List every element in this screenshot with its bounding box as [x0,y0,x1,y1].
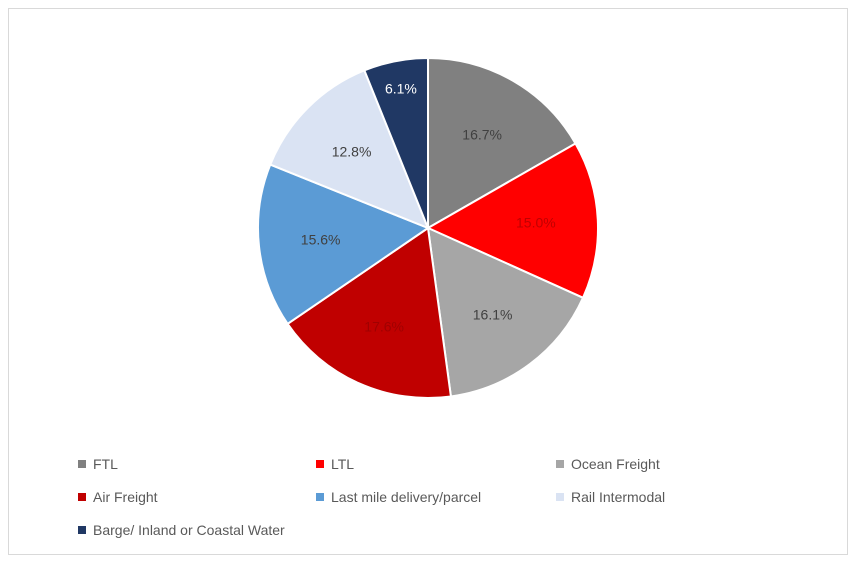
data-label: 16.7% [462,127,502,143]
data-label: 15.0% [516,215,556,231]
data-label: 15.6% [301,232,341,248]
data-label: 17.6% [364,319,404,335]
pie-slice-ftl [427,56,577,230]
pie-slices [257,56,599,399]
pie-slice-rail-intermodal [268,69,430,230]
pie-data-labels: 16.7% 15.0% 16.1% 17.6% 15.6% 12.8% 6.1% [301,81,556,335]
data-label: 6.1% [385,81,417,97]
pie-slice-ltl [425,142,599,300]
pie-slice-last-mile-delivery-parcel [257,163,431,326]
pie-slice-air-freight [286,226,453,399]
pie-slice-ocean-freight [426,226,585,398]
data-label: 12.8% [332,144,372,160]
pie-slice-barge-inland-or-coastal-water [363,56,429,229]
data-label: 16.1% [473,307,513,323]
